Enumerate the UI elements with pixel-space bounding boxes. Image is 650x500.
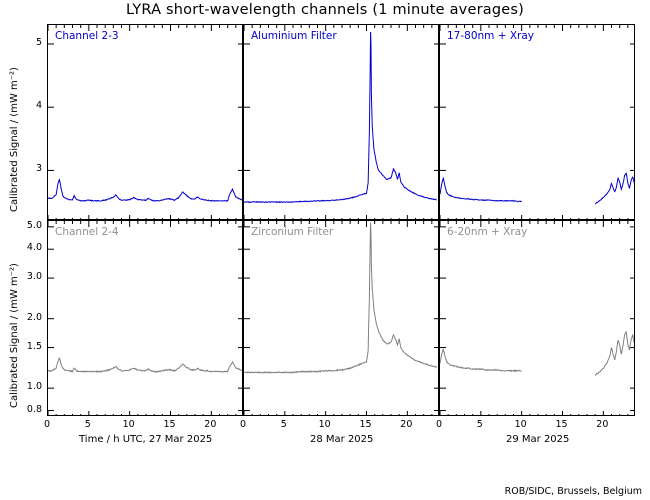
data-trace xyxy=(48,357,242,373)
panel-top-2: Aluminium Filter xyxy=(243,24,439,220)
data-trace xyxy=(594,172,634,205)
data-trace xyxy=(440,176,522,203)
panel-bot-3: 6-20nm + Xray xyxy=(439,220,635,416)
axis-ticks xyxy=(440,25,634,219)
data-trace xyxy=(244,222,437,374)
x-tick-label: 10 xyxy=(318,419,331,430)
x-tick-label: 5 xyxy=(84,419,91,430)
y-tick-label: 3 xyxy=(35,163,42,175)
x-tick-label: 0 xyxy=(239,419,247,430)
y-tick-label: 3.0 xyxy=(26,271,42,283)
y-tick-label: 2.0 xyxy=(26,311,42,323)
axis-ticks xyxy=(244,25,438,219)
panel-label-top-3: 17-80nm + Xray xyxy=(447,30,535,42)
y-tick-label: 1.5 xyxy=(26,340,42,352)
x-tick-label: 15 xyxy=(359,419,372,430)
x-axis-caption-day2: 28 Mar 2025 xyxy=(310,434,374,445)
y-axis-label-top: Calibrated Signal / (mW m⁻²) xyxy=(9,67,20,212)
panel-bot-2: Zirconium Filter xyxy=(243,220,439,416)
x-tick-label: 20 xyxy=(400,419,413,430)
x-tick-label: 0 xyxy=(43,419,51,430)
panel-plot-top-1 xyxy=(48,25,242,219)
panel-top-1: Channel 2-3 xyxy=(47,24,243,220)
y-tick-label: 5.0 xyxy=(26,219,42,231)
axis-ticks xyxy=(48,25,242,219)
x-tick-label: 0 xyxy=(435,419,443,430)
axis-ticks xyxy=(244,221,438,415)
x-axis-caption-day3: 29 Mar 2025 xyxy=(506,434,570,445)
panel-label-bot-2: Zirconium Filter xyxy=(251,226,334,238)
x-tick-label: 15 xyxy=(163,419,176,430)
panel-label-top-2: Aluminium Filter xyxy=(251,30,337,42)
y-tick-label: 0.8 xyxy=(26,403,42,415)
panel-bot-1: Channel 2-4 xyxy=(47,220,243,416)
x-tick-label: 20 xyxy=(596,419,609,430)
panel-plot-top-2 xyxy=(244,25,438,219)
panel-top-3: 17-80nm + Xray xyxy=(439,24,635,220)
panel-label-bot-3: 6-20nm + Xray xyxy=(447,226,528,238)
x-tick-label: 10 xyxy=(122,419,135,430)
x-axis-caption-day1: Time / h UTC, 27 Mar 2025 xyxy=(79,434,213,445)
page-title: LYRA short-wavelength channels (1 minute… xyxy=(126,2,524,18)
axis-ticks xyxy=(440,221,634,415)
panel-label-top-1: Channel 2-3 xyxy=(55,30,119,42)
x-tick-label: 5 xyxy=(476,419,483,430)
x-tick-label: 20 xyxy=(204,419,217,430)
credit-text: ROB/SIDC, Brussels, Belgium xyxy=(504,486,642,497)
data-trace xyxy=(594,331,634,376)
x-tick-label: 15 xyxy=(555,419,568,430)
y-tick-label: 4.0 xyxy=(26,242,42,254)
data-trace xyxy=(440,347,522,373)
panel-plot-bot-2 xyxy=(244,221,438,415)
y-tick-label: 5 xyxy=(35,36,42,48)
x-tick-label: 5 xyxy=(280,419,287,430)
data-trace xyxy=(48,178,242,202)
panel-label-bot-1: Channel 2-4 xyxy=(55,226,119,238)
panel-plot-bot-1 xyxy=(48,221,242,415)
panel-plot-top-3 xyxy=(440,25,634,219)
panel-plot-bot-3 xyxy=(440,221,634,415)
y-axis-label-bottom: Calibrated Signal / (mW m⁻²) xyxy=(9,263,20,408)
y-tick-label: 1.0 xyxy=(26,381,42,393)
y-tick-label: 4 xyxy=(35,100,42,112)
x-tick-label: 10 xyxy=(514,419,527,430)
axis-ticks xyxy=(48,221,242,415)
data-trace xyxy=(244,31,437,204)
